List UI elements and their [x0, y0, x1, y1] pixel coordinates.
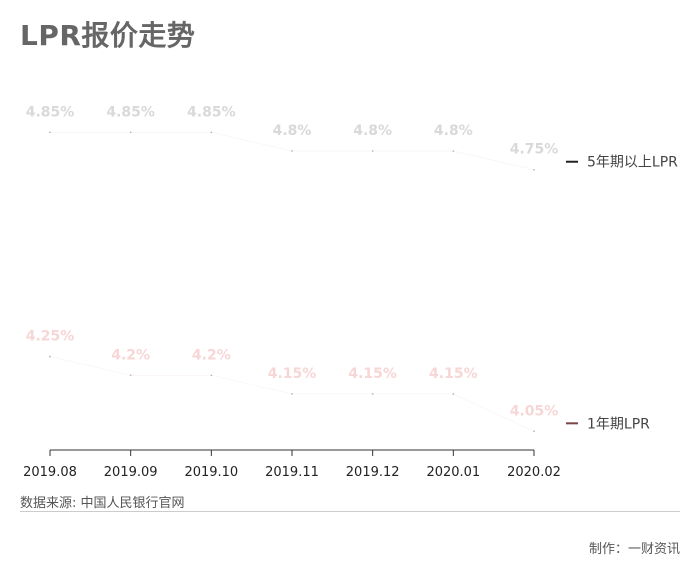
data-label: 4.85% [26, 104, 75, 120]
data-point [210, 131, 213, 134]
data-label: 4.15% [348, 366, 397, 382]
data-label: 4.8% [434, 123, 473, 139]
credit-text: 制作：一财资讯 [588, 542, 680, 557]
data-point [49, 355, 51, 358]
data-point [533, 168, 535, 171]
data-label: 4.75% [510, 142, 559, 158]
data-point [129, 374, 132, 377]
data-labels: 4.85% 4.85% 4.85% 4.8% 4.8% 4.8% 4.75% 4.25% 4.2… [26, 104, 559, 419]
data-label: 4.15% [429, 366, 478, 382]
data-point [129, 131, 132, 134]
data-label: 4.85% [106, 104, 155, 120]
series-lines [49, 132, 535, 432]
data-point [452, 393, 455, 395]
x-axis: 2019.08 2019.09 2019.10 2019.11 2019.12 2020.… [23, 449, 561, 480]
data-point [49, 131, 51, 134]
data-label: 4.25% [26, 329, 75, 345]
data-label: 4.85% [187, 104, 236, 120]
x-tick-label: 2019.09 [104, 465, 158, 480]
legend: 5年期以上LPR 1年期LPR [566, 155, 678, 432]
line-chart: 4.85% 4.85% 4.85% 4.8% 4.8% 4.8% 4.75% 4.25% 4.2… [23, 104, 678, 480]
data-label: 4.8% [273, 123, 312, 139]
data-point [533, 430, 535, 433]
chart-title: LPR报价走势 [20, 19, 196, 52]
data-label: 4.8% [353, 123, 392, 139]
legend-label: 5年期以上LPR [587, 155, 678, 171]
x-tick-label: 2019.12 [346, 465, 400, 480]
data-point [371, 393, 374, 395]
data-label: 4.2% [192, 347, 231, 363]
x-tick-label: 2019.11 [265, 465, 319, 480]
data-point [291, 150, 293, 152]
source-divider [20, 511, 680, 512]
x-tick-label: 2019.08 [23, 465, 77, 480]
x-tick-label: 2020.01 [426, 465, 480, 480]
legend-label: 1年期LPR [587, 416, 650, 432]
data-point [371, 150, 374, 152]
data-label: 4.05% [510, 403, 559, 419]
x-tick-label: 2019.10 [184, 465, 238, 480]
x-tick-label: 2020.02 [507, 465, 561, 480]
data-point [452, 150, 455, 152]
data-label: 4.2% [111, 347, 150, 363]
data-point [210, 374, 213, 377]
data-source: 数据来源: 中国人民银行官网 [20, 496, 185, 511]
data-point [291, 393, 293, 395]
data-points [49, 131, 535, 433]
data-label: 4.15% [268, 366, 317, 382]
